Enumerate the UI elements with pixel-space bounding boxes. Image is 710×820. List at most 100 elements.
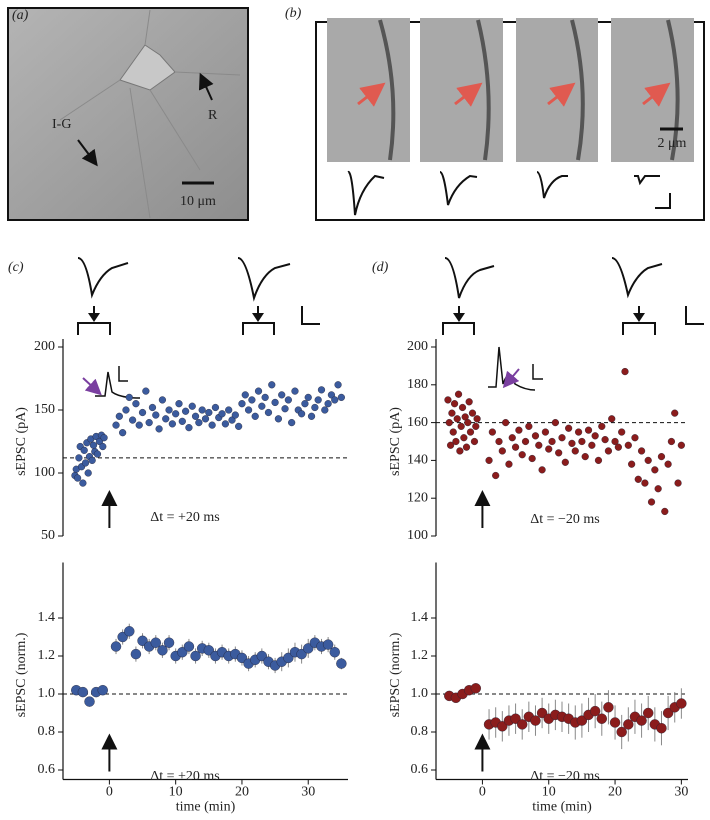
point xyxy=(296,648,307,660)
point xyxy=(641,479,649,487)
point xyxy=(596,713,607,724)
point xyxy=(676,698,687,709)
point xyxy=(535,441,543,449)
point xyxy=(89,441,98,449)
arrow xyxy=(82,377,102,396)
point xyxy=(502,419,510,427)
point xyxy=(157,645,168,656)
point xyxy=(603,702,614,713)
point xyxy=(576,715,588,726)
point xyxy=(281,405,289,413)
point xyxy=(598,422,606,430)
point xyxy=(470,437,479,446)
point xyxy=(100,434,108,442)
point xyxy=(464,419,472,427)
x-tick-label: 30 xyxy=(674,785,688,800)
point xyxy=(79,479,87,487)
y-tick-label: 100 xyxy=(34,465,55,480)
y-axis-label: sEPSC (pA) xyxy=(388,407,403,476)
point xyxy=(155,425,163,433)
point xyxy=(321,406,329,414)
point xyxy=(518,451,526,459)
point xyxy=(208,421,216,429)
point xyxy=(125,393,133,402)
point xyxy=(75,454,83,462)
point xyxy=(84,696,95,707)
scale-label: 10 μm xyxy=(180,194,216,209)
point xyxy=(205,408,213,417)
point xyxy=(334,381,342,389)
point xyxy=(449,428,457,436)
point xyxy=(317,386,326,394)
point xyxy=(258,402,266,410)
point xyxy=(574,428,583,436)
point xyxy=(448,409,456,417)
point xyxy=(163,637,175,648)
point xyxy=(465,398,473,406)
point xyxy=(175,400,183,408)
neuron xyxy=(119,44,176,91)
arrow xyxy=(198,72,214,101)
point xyxy=(97,685,108,696)
point xyxy=(662,707,674,719)
point xyxy=(274,415,283,423)
point xyxy=(122,406,130,414)
point xyxy=(623,719,634,730)
point xyxy=(551,419,559,427)
point xyxy=(84,469,92,477)
y-tick-label: 1.4 xyxy=(411,610,429,625)
point xyxy=(201,415,210,423)
point xyxy=(182,407,190,415)
point xyxy=(304,393,312,402)
point xyxy=(248,396,256,404)
point xyxy=(616,726,627,738)
point xyxy=(517,719,528,730)
point xyxy=(609,717,621,728)
point xyxy=(303,643,314,654)
point xyxy=(241,391,249,399)
point xyxy=(124,626,135,637)
point xyxy=(183,641,195,652)
y-tick-label: 140 xyxy=(407,453,428,468)
point xyxy=(541,428,550,436)
point xyxy=(150,637,161,648)
point xyxy=(454,390,463,398)
point xyxy=(618,428,626,436)
x-tick-label: 0 xyxy=(479,785,486,800)
point xyxy=(538,466,546,474)
point xyxy=(172,410,180,418)
point xyxy=(314,396,322,404)
point xyxy=(254,387,263,395)
point xyxy=(530,715,541,726)
mean-traces xyxy=(77,257,704,399)
point xyxy=(221,420,229,428)
point xyxy=(472,422,480,430)
panel-a: (a) I-G R 10 μm xyxy=(7,7,249,221)
point xyxy=(278,391,286,399)
panel-label: (a) xyxy=(12,8,29,23)
point xyxy=(644,456,652,465)
dendrite-edges xyxy=(378,19,680,161)
point xyxy=(453,415,461,423)
point xyxy=(329,647,340,658)
point xyxy=(568,439,576,447)
point xyxy=(73,474,82,482)
point xyxy=(99,442,107,451)
point xyxy=(485,456,493,465)
point xyxy=(651,466,659,474)
y-tick-label: 120 xyxy=(407,490,428,505)
point xyxy=(558,434,566,442)
point xyxy=(643,707,654,719)
point xyxy=(571,447,579,455)
point xyxy=(565,424,573,432)
point xyxy=(624,441,632,449)
point xyxy=(636,715,647,726)
point xyxy=(531,432,540,440)
panel-label: (c) xyxy=(8,260,24,275)
y-tick-label: 150 xyxy=(34,402,55,417)
point xyxy=(498,447,506,455)
point xyxy=(621,367,629,376)
point xyxy=(667,437,676,446)
x-tick-label: 10 xyxy=(169,785,183,800)
